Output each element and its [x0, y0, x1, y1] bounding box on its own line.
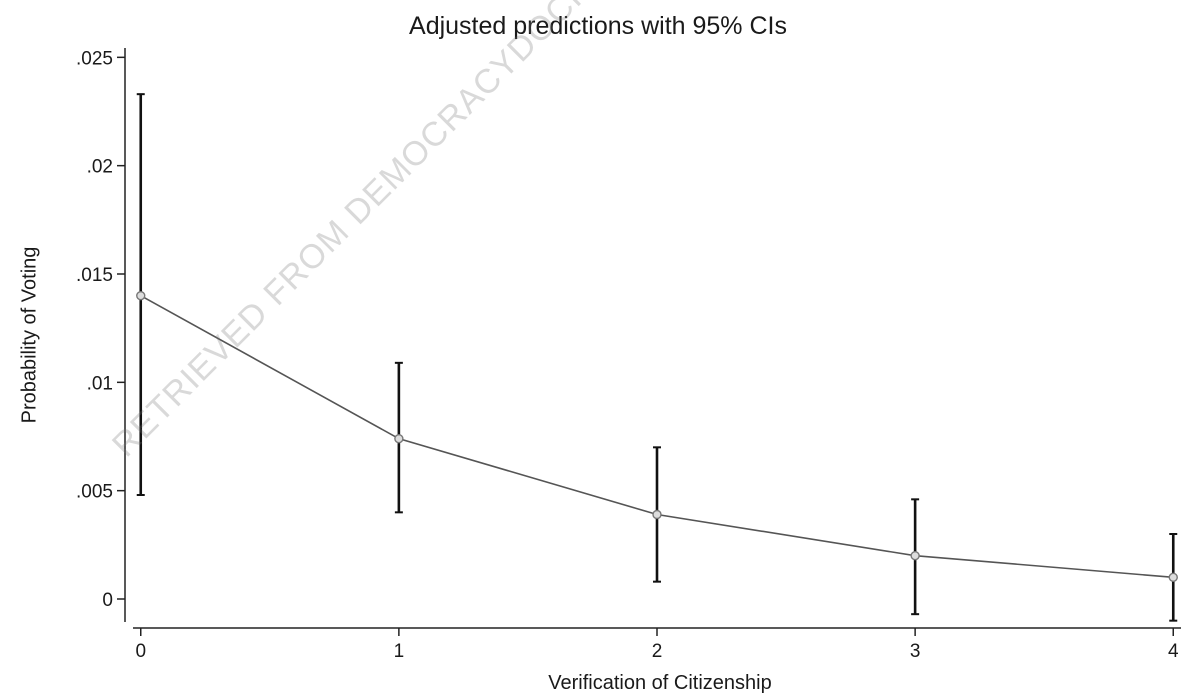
- data-point: [394, 433, 404, 444]
- y-tick-label: .015: [76, 265, 113, 286]
- y-tick-label: .02: [87, 157, 113, 178]
- y-axis-label: Probability of Voting: [18, 246, 41, 424]
- x-tick-label: 2: [652, 641, 663, 662]
- x-axis-label: Verification of Citizenship: [548, 672, 772, 694]
- data-point: [910, 550, 920, 561]
- data-point: [652, 509, 662, 520]
- x-tick-label: 3: [910, 641, 921, 662]
- y-tick-label: .025: [76, 48, 113, 69]
- chart-title: Adjusted predictions with 95% CIs: [409, 12, 787, 40]
- x-tick-label: 0: [135, 641, 146, 662]
- x-tick-label: 1: [394, 641, 405, 662]
- y-tick-label: .005: [76, 482, 113, 503]
- y-tick-label: .01: [87, 373, 113, 394]
- x-tick-label: 4: [1168, 641, 1179, 662]
- data-point: [1168, 572, 1178, 583]
- data-point: [136, 290, 146, 301]
- y-tick-label: 0: [102, 590, 113, 611]
